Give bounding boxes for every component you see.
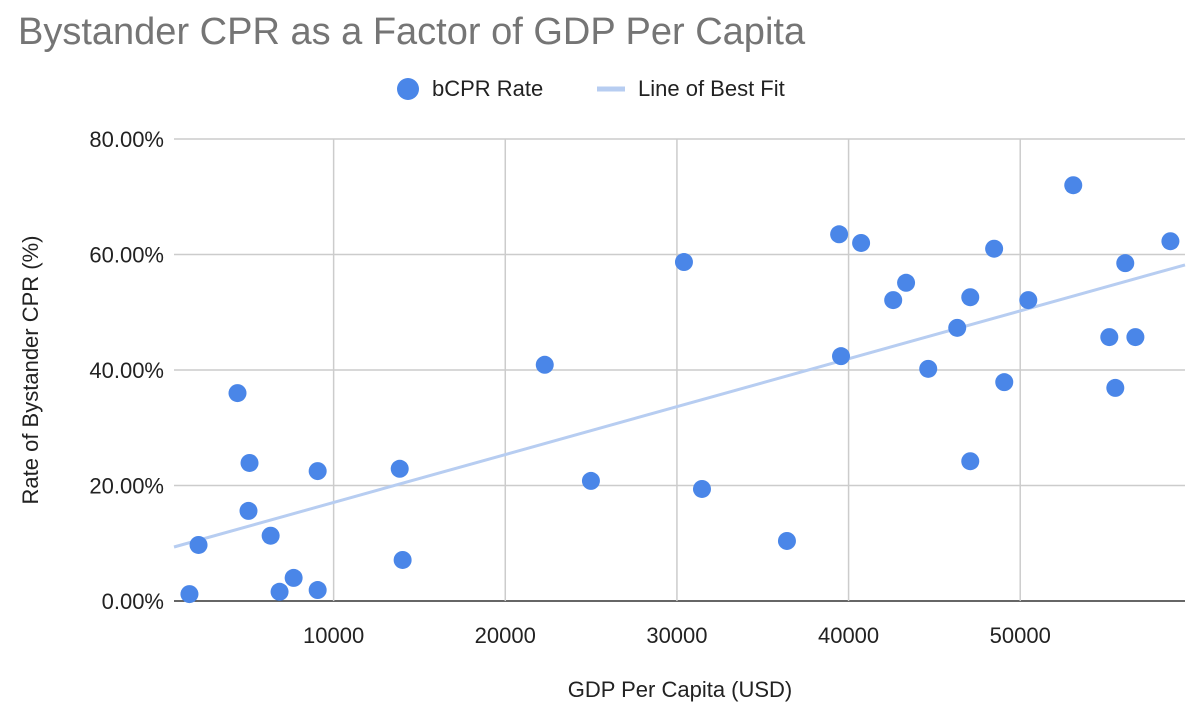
point	[832, 347, 851, 366]
point	[270, 582, 289, 601]
point	[948, 318, 967, 337]
point	[189, 535, 208, 554]
x-tick-label: 10000	[303, 623, 364, 648]
legend-label: Line of Best Fit	[638, 76, 785, 101]
point	[884, 291, 903, 310]
point	[284, 568, 303, 587]
point	[985, 239, 1004, 258]
x-axis-title: GDP Per Capita (USD)	[568, 677, 793, 702]
legend-marker	[397, 78, 419, 100]
point	[308, 581, 327, 600]
x-tick-label: 30000	[646, 623, 707, 648]
point	[995, 373, 1014, 392]
point	[1019, 291, 1038, 310]
y-axis-title: Rate of Bystander CPR (%)	[18, 236, 43, 505]
point	[390, 459, 409, 478]
point	[240, 453, 259, 472]
point	[1126, 328, 1145, 347]
point	[777, 531, 796, 550]
legend-label: bCPR Rate	[432, 76, 543, 101]
point	[228, 384, 247, 403]
point	[961, 288, 980, 307]
x-tick-label: 20000	[475, 623, 536, 648]
trend-line	[173, 263, 1186, 549]
point	[393, 550, 412, 569]
y-tick-label: 60.00%	[89, 243, 164, 268]
point	[535, 355, 554, 374]
point	[239, 501, 258, 520]
point	[180, 585, 199, 604]
point	[852, 233, 871, 252]
y-tick-label: 80.00%	[89, 127, 164, 152]
point	[581, 471, 600, 490]
chart-title: Bystander CPR as a Factor of GDP Per Cap…	[18, 11, 806, 53]
point	[692, 479, 711, 498]
point	[1161, 232, 1180, 251]
point	[308, 462, 327, 481]
point	[897, 273, 916, 292]
point	[830, 225, 849, 244]
y-tick-label: 20.00%	[89, 474, 164, 499]
point	[961, 452, 980, 471]
y-tick-label: 0.00%	[102, 589, 164, 614]
point	[1106, 378, 1125, 397]
point	[1064, 176, 1083, 195]
x-tick-label: 50000	[990, 623, 1051, 648]
y-tick-label: 40.00%	[89, 358, 164, 383]
point	[1100, 328, 1119, 347]
point	[1116, 254, 1135, 273]
point	[674, 253, 693, 272]
point	[919, 359, 938, 378]
x-tick-label: 40000	[818, 623, 879, 648]
point	[261, 526, 280, 545]
